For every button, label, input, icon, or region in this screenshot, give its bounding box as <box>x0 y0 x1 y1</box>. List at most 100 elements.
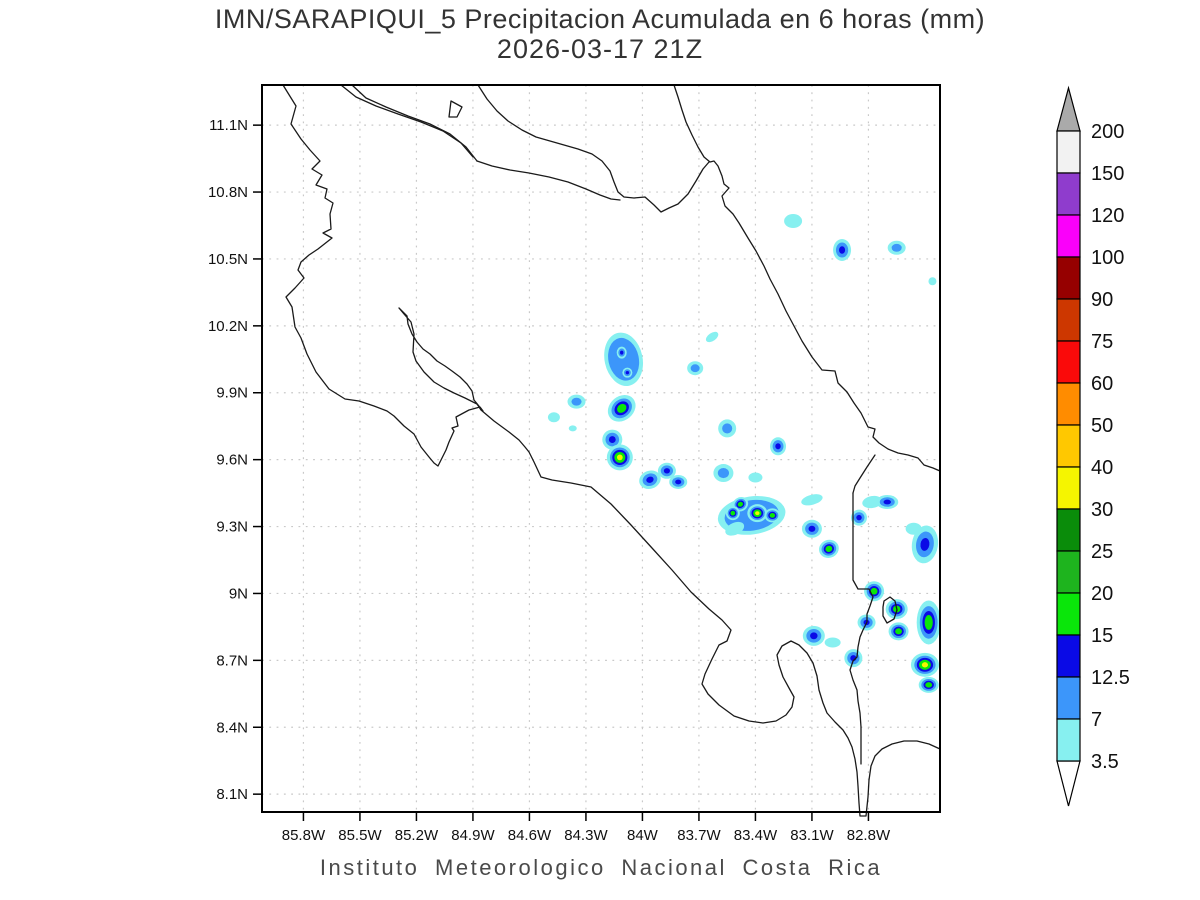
colorbar-label: 100 <box>1091 247 1124 269</box>
precip-blob-layer <box>568 425 577 432</box>
colorbar-segment <box>1056 298 1081 342</box>
precip-blob-layer <box>856 514 862 521</box>
precip-blob-layer <box>663 468 670 474</box>
precip-blob-layer <box>690 364 700 373</box>
axes: 11.1N 10.8N 10.5N 10.2N 9.9N 9.6N 9.3N 9N 8.7N 8.… <box>208 117 891 844</box>
precip-blob-layer <box>895 628 902 635</box>
precip-blob-layer <box>920 537 930 551</box>
precip-blob-layer <box>705 331 719 343</box>
precip-blob-layer <box>924 614 933 630</box>
precip-blob-layer <box>775 443 781 450</box>
lon-tick-label: 84.3W <box>564 827 608 844</box>
precip-blob-layer <box>839 246 846 254</box>
colorbar-label: 7 <box>1091 709 1102 731</box>
colorbar-segment <box>1056 676 1081 720</box>
colorbar-segment <box>1056 172 1081 216</box>
precip-blob-layer <box>905 522 922 535</box>
precip-blob-layer <box>571 397 582 406</box>
precip-blob-layer <box>737 501 744 507</box>
colorbar-segment <box>1056 256 1081 300</box>
lat-tick-label: 9.9N <box>216 385 248 402</box>
lon-tick-label: 84.9W <box>451 827 495 844</box>
precip-blob-layer <box>620 350 624 355</box>
precip-blob-layer <box>675 479 682 485</box>
colorbar-segment <box>1056 508 1081 552</box>
colorbar-segment <box>1056 382 1081 426</box>
ometepe-island <box>448 100 463 118</box>
lon-tick-label: 85.2W <box>395 827 439 844</box>
colorbar-label: 50 <box>1091 415 1113 437</box>
precip-blob-layer <box>801 494 823 506</box>
colorbar-segment <box>1056 130 1081 174</box>
colorbar-segment <box>1056 466 1081 510</box>
lat-tick-label: 8.7N <box>216 652 248 669</box>
precip-blob-layer <box>625 370 630 375</box>
lon-tick-label: 85.5W <box>338 827 382 844</box>
precip-blob-layer <box>722 423 733 434</box>
colorbar: 200 150 120 100 90 75 60 50 40 30 25 20 15 12.5 7 3.5 <box>1056 85 1130 807</box>
colorbar-segment <box>1056 718 1081 762</box>
precip-blob-layer <box>725 521 745 536</box>
colorbar-label: 60 <box>1091 373 1113 395</box>
lon-tick-label: 83.1W <box>790 827 834 844</box>
colorbar-label: 75 <box>1091 331 1113 353</box>
colorbar-label: 20 <box>1091 583 1113 605</box>
colorbar-label: 120 <box>1091 205 1124 227</box>
caribbean-coast <box>673 84 941 472</box>
precip-blob-layer <box>748 472 763 483</box>
precip-blob-layer <box>870 587 878 595</box>
colorbar-segment <box>1056 634 1081 678</box>
colorbar-label: 15 <box>1091 625 1113 647</box>
panama-border <box>849 492 874 765</box>
colorbar-label: 30 <box>1091 499 1113 521</box>
lat-tick-label: 10.5N <box>208 251 248 268</box>
precip-blob-layer <box>810 632 818 640</box>
precip-blob-layer <box>824 637 841 648</box>
graticule <box>262 85 940 812</box>
precip-blob-layer <box>730 510 736 516</box>
lat-tick-label: 10.8N <box>208 184 248 201</box>
precip-blob-layer <box>784 214 803 229</box>
colorbar-segment <box>1056 214 1081 258</box>
precip-blob-layer <box>769 513 776 518</box>
colorbar-segment <box>1056 424 1081 468</box>
page-title: IMN/SARAPIQUI_5 Precipitacion Acumulada … <box>214 4 986 34</box>
map-frame <box>261 84 941 813</box>
lat-tick-label: 9.3N <box>216 519 248 536</box>
lat-tick-label: 9N <box>229 585 248 602</box>
precip-blob-layer <box>755 511 760 516</box>
precip-blob-layer <box>646 476 654 483</box>
colorbar-label: 12.5 <box>1091 667 1130 689</box>
lat-tick-label: 9.6N <box>216 452 248 469</box>
lat-tick-label: 8.4N <box>216 719 248 736</box>
colorbar-segment <box>1056 592 1081 636</box>
basemap <box>282 84 941 817</box>
lon-tick-label: 85.8W <box>282 827 326 844</box>
page-subtitle: 2026-03-17 21Z <box>496 34 704 64</box>
lon-tick-label: 83.4W <box>734 827 778 844</box>
colorbar-label: 3.5 <box>1091 751 1119 773</box>
precip-blob-layer <box>608 436 616 443</box>
lake-nicaragua-shore <box>477 84 710 213</box>
nicaragua-border-a <box>340 84 474 158</box>
colorbar-segment <box>1056 340 1081 384</box>
precip-blob-layer <box>825 545 833 552</box>
colorbar-top-arrow <box>1056 85 1081 132</box>
footer-text: Instituto Meteorologico Nacional Costa R… <box>319 855 883 880</box>
precip-blob-layer <box>616 454 623 461</box>
panama-lagoon <box>882 596 898 624</box>
colorbar-label: 40 <box>1091 457 1113 479</box>
precip-blob-layer <box>717 467 730 479</box>
colorbar-bottom-arrow <box>1056 760 1081 807</box>
lat-tick-label: 8.1N <box>216 786 248 803</box>
precip-blob-layer <box>925 682 933 688</box>
precip-blob-layer <box>891 243 902 252</box>
precip-blob-layer <box>808 525 816 532</box>
colorbar-segment <box>1056 550 1081 594</box>
precip-shading <box>547 214 940 693</box>
precip-blob-layer <box>862 495 883 509</box>
colorbar-label: 200 <box>1091 121 1124 143</box>
lat-tick-label: 11.1N <box>209 117 248 134</box>
